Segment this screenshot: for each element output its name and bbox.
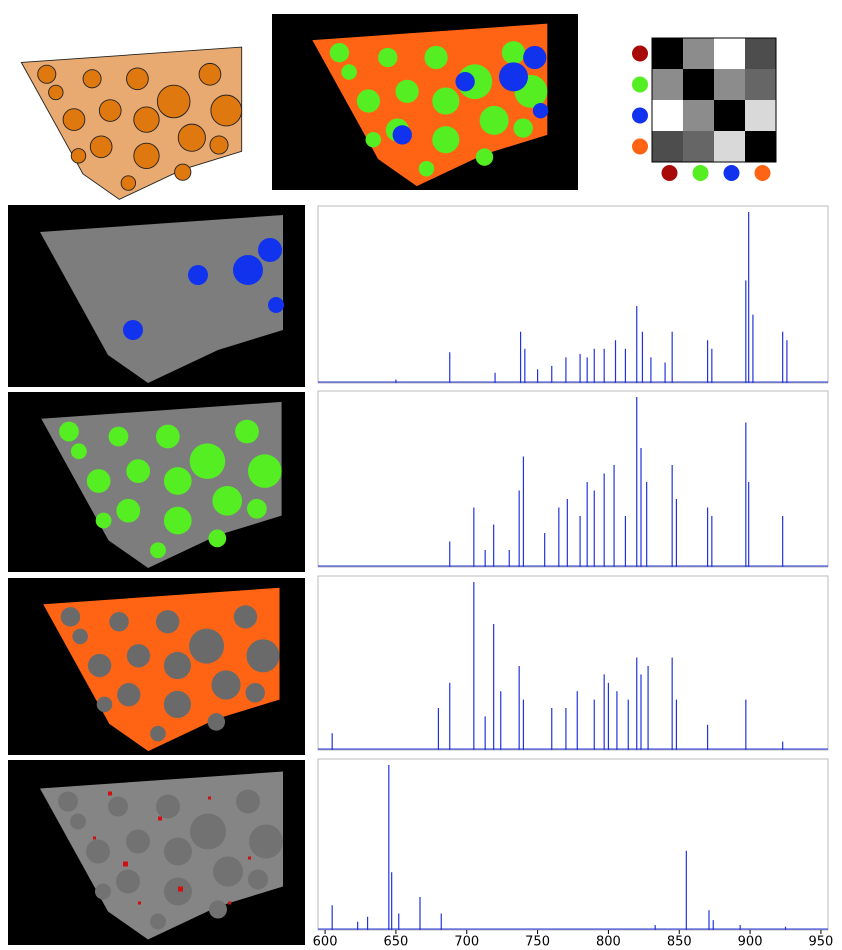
plot-frame	[318, 759, 828, 930]
matrix-cell	[683, 69, 714, 100]
x-tick-label: 700	[454, 935, 479, 950]
col-color-dot	[693, 165, 709, 181]
similarity-matrix	[632, 38, 776, 181]
tissue-sketch	[21, 47, 241, 199]
row-color-dot	[632, 46, 648, 62]
col-color-dot	[724, 165, 740, 181]
col-color-dot	[755, 165, 771, 181]
figure: 600 650 700 750 800 850 900 950	[0, 0, 842, 950]
matrix-cell	[745, 100, 776, 131]
matrix-cell	[745, 131, 776, 162]
matrix-cell	[652, 100, 683, 131]
blue-cluster-image	[8, 205, 305, 387]
matrix-cell	[745, 69, 776, 100]
row-color-dot	[632, 108, 648, 124]
red-cluster-image	[8, 760, 305, 945]
plot-frame	[318, 206, 828, 383]
matrix-cell	[683, 100, 714, 131]
x-tick-label: 900	[738, 935, 763, 950]
matrix-cell	[652, 38, 683, 69]
matrix-cell	[652, 131, 683, 162]
orange-cluster-image	[8, 578, 305, 755]
matrix-cell	[652, 69, 683, 100]
plot-frame	[318, 391, 828, 567]
matrix-cell	[714, 69, 745, 100]
matrix-cell	[714, 100, 745, 131]
matrix-cell	[683, 131, 714, 162]
x-tick-label: 750	[525, 935, 550, 950]
cluster-map	[272, 14, 578, 190]
x-tick-label: 600	[313, 935, 338, 950]
matrix-cell	[683, 38, 714, 69]
x-tick-label: 850	[667, 935, 692, 950]
x-tick-label: 800	[596, 935, 621, 950]
matrix-cell	[714, 131, 745, 162]
x-tick-label: 650	[384, 935, 409, 950]
row-color-dot	[632, 139, 648, 155]
matrix-cell	[745, 38, 776, 69]
matrix-cell	[714, 38, 745, 69]
col-color-dot	[662, 165, 678, 181]
x-tick-label: 950	[809, 935, 834, 950]
row-color-dot	[632, 77, 648, 93]
green-cluster-image	[8, 392, 305, 572]
plot-frame	[318, 576, 828, 750]
